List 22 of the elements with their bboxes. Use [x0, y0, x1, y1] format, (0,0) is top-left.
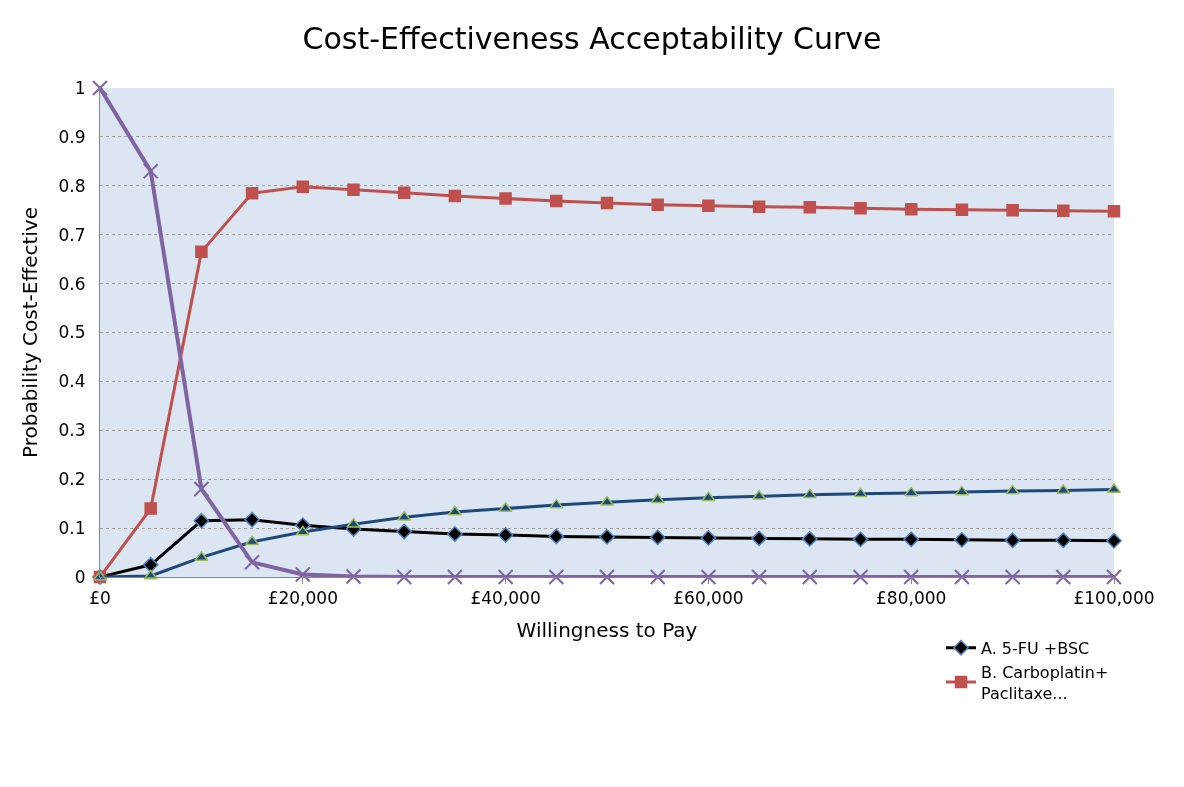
x-tick-label: £100,000: [1073, 588, 1155, 609]
x-tick-label: £60,000: [673, 588, 744, 609]
x-tick-label: £40,000: [470, 588, 541, 609]
x-tick-label: £20,000: [267, 588, 338, 609]
y-tick-label: 0.8: [58, 175, 86, 196]
x-axis-title: Willingness to Pay: [516, 617, 698, 642]
chart-title: Cost-Effectiveness Acceptability Curve: [302, 20, 882, 56]
legend-label: A. 5-FU +BSC: [981, 638, 1090, 658]
y-axis-title: Probability Cost-Effective: [18, 206, 43, 459]
y-tick-label: 1: [74, 77, 86, 98]
y-tick-label: 0.9: [58, 126, 86, 147]
y-tick-label: 0.5: [58, 322, 86, 343]
y-tick-label: 0.1: [58, 518, 86, 539]
x-tick-label: £80,000: [876, 588, 947, 609]
y-tick-label: 0.2: [58, 469, 86, 490]
y-tick-label: 0.7: [58, 224, 86, 245]
legend-label: B. Carboplatin+ Paclitaxe...: [981, 662, 1109, 703]
y-tick-label: 0.4: [58, 371, 86, 392]
y-tick-label: 0.3: [58, 420, 86, 441]
y-tick-label: 0.6: [58, 273, 86, 294]
y-tick-label: 0: [74, 566, 86, 587]
x-tick-label: £0: [89, 588, 111, 609]
